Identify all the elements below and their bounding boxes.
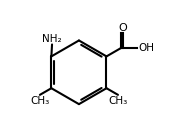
Text: NH₂: NH₂ [42,34,62,44]
Text: O: O [118,23,127,33]
Text: OH: OH [138,43,154,53]
Text: CH₃: CH₃ [30,96,49,106]
Text: CH₃: CH₃ [109,96,128,106]
